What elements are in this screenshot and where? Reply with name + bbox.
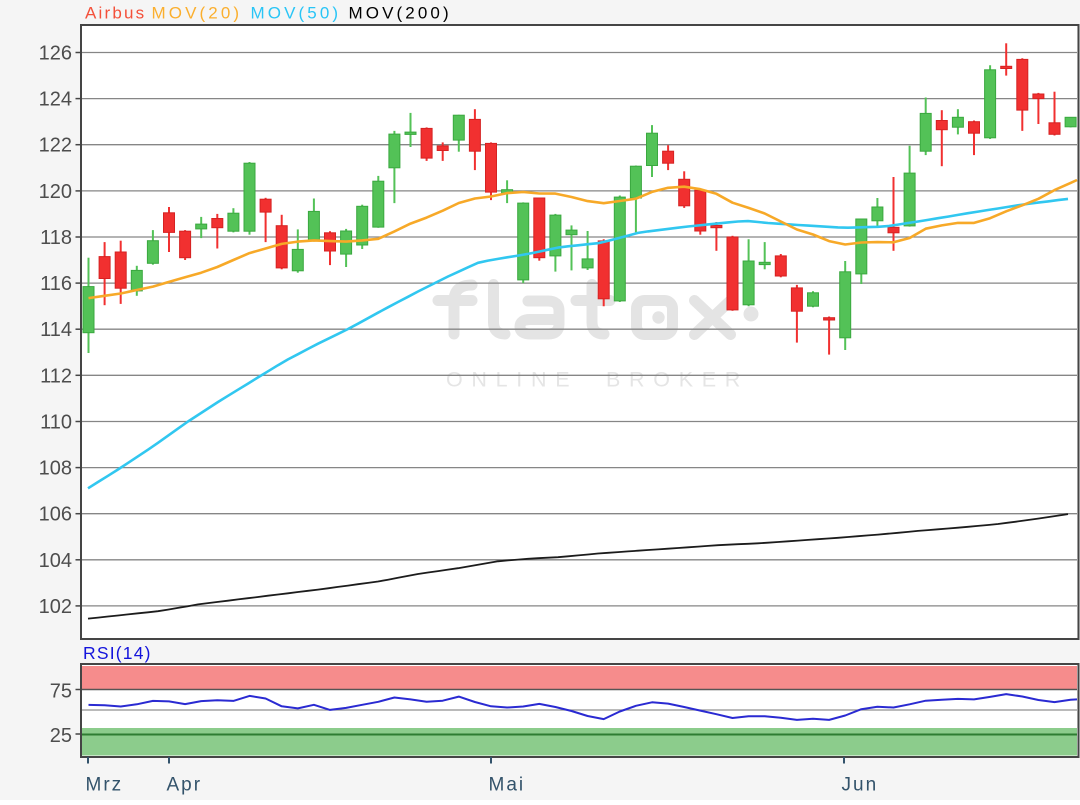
svg-text:75: 75 — [50, 681, 72, 703]
svg-text:102: 102 — [39, 596, 72, 618]
svg-text:Airbus: Airbus — [85, 4, 146, 23]
svg-text:104: 104 — [39, 550, 72, 572]
svg-text:Mai: Mai — [489, 775, 526, 796]
svg-text:126: 126 — [39, 43, 72, 65]
svg-text:106: 106 — [39, 504, 72, 526]
svg-text:ONLINE: ONLINE — [446, 368, 578, 392]
svg-text:112: 112 — [40, 365, 72, 387]
svg-text:Apr: Apr — [167, 775, 203, 796]
svg-text:MOV(20)MOV(50)MOV(200): MOV(20) MOV(50) MOV(200) — [152, 4, 452, 23]
svg-text:Mrz: Mrz — [86, 775, 124, 796]
svg-text:124: 124 — [39, 89, 72, 111]
svg-text:120: 120 — [39, 181, 72, 203]
svg-text:Jun: Jun — [842, 775, 879, 796]
svg-text:108: 108 — [39, 458, 72, 480]
svg-text:BROKER: BROKER — [606, 368, 749, 392]
svg-text:RSI(14): RSI(14) — [83, 643, 152, 663]
svg-text:118: 118 — [40, 227, 72, 249]
svg-text:116: 116 — [40, 273, 72, 295]
svg-text:25: 25 — [50, 725, 72, 747]
svg-text:110: 110 — [40, 412, 72, 434]
svg-text:122: 122 — [39, 135, 72, 157]
svg-text:114: 114 — [40, 319, 72, 341]
